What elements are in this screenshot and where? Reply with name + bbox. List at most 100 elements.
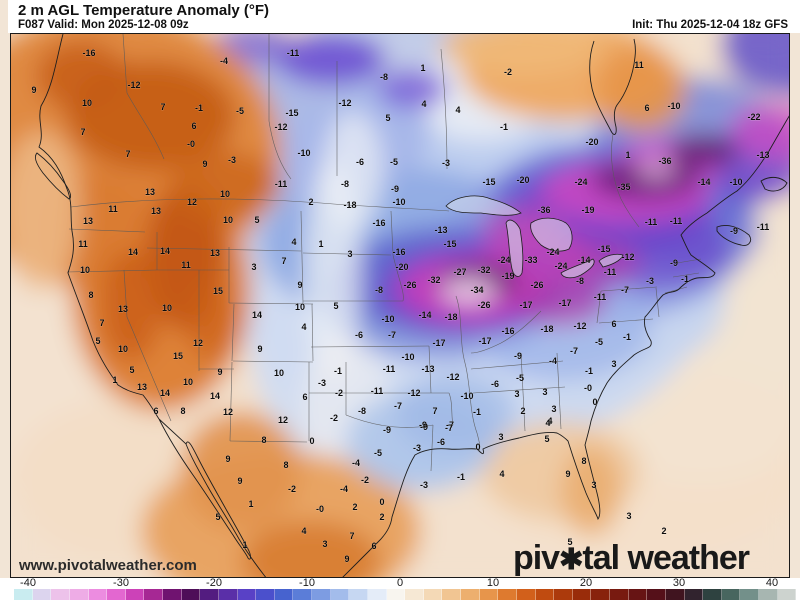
anomaly-value-label: -26 <box>530 280 543 290</box>
colorbar-cell <box>107 589 126 600</box>
anomaly-value-label: 2 <box>661 526 666 536</box>
anomaly-value-label: 4 <box>547 416 552 426</box>
anomaly-value-label: 6 <box>191 121 196 131</box>
anomaly-value-label: 7 <box>80 127 85 137</box>
anomaly-value-label: -14 <box>577 255 590 265</box>
anomaly-value-label: 13 <box>83 216 93 226</box>
anomaly-value-label: -12 <box>446 372 459 382</box>
anomaly-value-label: 14 <box>252 310 262 320</box>
anomaly-value-label: 3 <box>626 511 631 521</box>
anomaly-value-label: -9 <box>391 184 399 194</box>
anomaly-value-label: -14 <box>418 310 431 320</box>
anomaly-value-label: 6 <box>302 392 307 402</box>
anomaly-value-label: -1 <box>195 103 203 113</box>
colorbar-tick-label: 10 <box>486 577 500 589</box>
anomaly-value-label: -3 <box>318 378 326 388</box>
anomaly-value-label: -11 <box>670 216 683 226</box>
anomaly-value-label: -24 <box>574 177 587 187</box>
colorbar-cell <box>777 589 797 600</box>
anomaly-value-label: 2 <box>520 406 525 416</box>
anomaly-value-label: -13 <box>434 225 447 235</box>
anomaly-value-label: 10 <box>183 377 193 387</box>
anomaly-value-label: 4 <box>545 418 550 428</box>
anomaly-value-label: 7 <box>125 149 130 159</box>
shading-layer <box>11 34 789 577</box>
anomaly-value-label: -1 <box>681 274 689 284</box>
anomaly-value-label: 3 <box>514 389 519 399</box>
anomaly-value-label: -3 <box>228 155 236 165</box>
colorbar-cell <box>237 589 257 600</box>
anomaly-value-label: 1 <box>625 150 630 160</box>
anomaly-value-label: -17 <box>432 338 445 348</box>
anomaly-value-label: -18 <box>343 200 356 210</box>
anomaly-value-label: 12 <box>278 415 288 425</box>
anomaly-value-label: 12 <box>193 338 203 348</box>
colorbar-cell <box>479 589 499 600</box>
anomaly-value-label: 5 <box>544 434 549 444</box>
anomaly-value-label: 13 <box>137 382 147 392</box>
colorbar-tick-label: -40 <box>20 577 36 589</box>
colorbar-cell <box>32 589 52 600</box>
anomaly-value-label: -0 <box>316 504 324 514</box>
anomaly-value-label: 8 <box>581 456 586 466</box>
anomaly-value-label: 0 <box>309 436 314 446</box>
anomaly-value-label: 0 <box>379 497 384 507</box>
anomaly-value-label: -36 <box>537 205 550 215</box>
anomaly-value-label: 7 <box>281 256 286 266</box>
anomaly-value-label: -1 <box>623 332 631 342</box>
anomaly-value-label: 10 <box>220 189 230 199</box>
anomaly-value-label: 1 <box>242 540 247 550</box>
anomaly-value-label: -7 <box>621 285 629 295</box>
anomaly-value-label: -26 <box>403 280 416 290</box>
anomaly-value-label: -12 <box>274 122 287 132</box>
colorbar-cell <box>181 589 201 600</box>
anomaly-value-label: -11 <box>604 267 617 277</box>
anomaly-value-label: -1 <box>457 472 465 482</box>
colorbar-ticks: -40 -30 -20 -10 0 10 20 30 40 <box>0 577 800 589</box>
anomaly-value-label: -10 <box>667 101 680 111</box>
anomaly-value-label: 10 <box>223 215 233 225</box>
colorbar-tick-label: 40 <box>765 577 779 589</box>
pivotal-weather-logo: piv✱tal weather <box>513 541 750 575</box>
anomaly-value-label: -11 <box>275 179 288 189</box>
anomaly-value-label: -5 <box>595 337 603 347</box>
anomaly-value-label: 10 <box>118 344 128 354</box>
anomaly-value-label: 9 <box>217 367 222 377</box>
colorbar-tick-label: -20 <box>206 577 222 589</box>
anomaly-value-label: -16 <box>372 218 385 228</box>
colorbar-cell <box>554 589 573 600</box>
anomaly-value-label: -33 <box>524 255 537 265</box>
anomaly-value-label: -4 <box>549 356 557 366</box>
anomaly-value-label: 11 <box>181 260 191 270</box>
anomaly-value-label: -11 <box>371 386 384 396</box>
anomaly-value-label: 7 <box>99 318 104 328</box>
anomaly-value-label: -15 <box>443 239 456 249</box>
init-time-label: Init: Thu 2025-12-04 18z GFS <box>632 19 788 31</box>
colorbar-cell <box>125 589 145 600</box>
colorbar-cell <box>572 589 592 600</box>
anomaly-value-label: 13 <box>151 206 161 216</box>
anomaly-value-label: -10 <box>460 391 473 401</box>
anomaly-value-label: -13 <box>421 364 434 374</box>
anomaly-value-label: 5 <box>215 512 220 522</box>
anomaly-value-label: 10 <box>274 368 284 378</box>
anomaly-value-label: 2 <box>379 512 384 522</box>
anomaly-value-label: 5 <box>333 301 338 311</box>
anomaly-value-label: -11 <box>645 217 658 227</box>
anomaly-value-label: -19 <box>581 205 594 215</box>
anomaly-value-label: -10 <box>729 177 742 187</box>
anomaly-value-label: -34 <box>470 285 483 295</box>
anomaly-value-label: 5 <box>385 113 390 123</box>
anomaly-value-label: 3 <box>251 262 256 272</box>
anomaly-value-label: 1 <box>420 63 425 73</box>
anomaly-value-label: -24 <box>554 261 567 271</box>
anomaly-value-label: 5 <box>95 336 100 346</box>
anomaly-value-label: 14 <box>160 246 170 256</box>
anomaly-value-label: 13 <box>145 187 155 197</box>
anomaly-value-label: -7 <box>570 346 578 356</box>
anomaly-value-label: -9 <box>419 420 427 430</box>
anomaly-value-label: 12 <box>223 407 233 417</box>
colorbar-cell <box>144 589 163 600</box>
colorbar-cell <box>386 589 406 600</box>
